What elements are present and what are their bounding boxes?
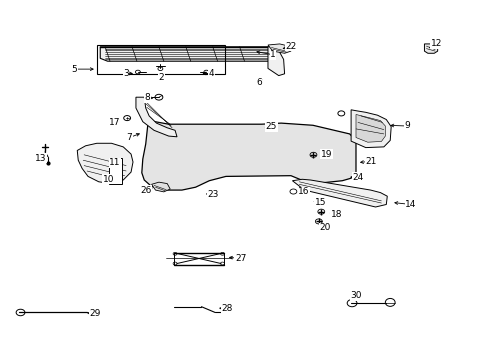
Polygon shape	[424, 44, 437, 53]
Polygon shape	[142, 121, 355, 190]
Text: 5: 5	[71, 65, 77, 74]
Text: 24: 24	[351, 173, 363, 181]
Text: 7: 7	[126, 133, 132, 142]
Text: 17: 17	[109, 118, 121, 127]
Text: 13: 13	[35, 154, 46, 163]
Text: 8: 8	[144, 94, 150, 102]
Text: 9: 9	[403, 122, 409, 130]
Polygon shape	[355, 114, 385, 142]
Text: 25: 25	[265, 122, 277, 131]
Text: 30: 30	[349, 292, 361, 300]
Text: 27: 27	[234, 254, 246, 263]
Polygon shape	[151, 182, 170, 192]
Text: 21: 21	[364, 157, 376, 166]
Text: 15: 15	[314, 198, 325, 207]
Text: 23: 23	[206, 190, 218, 199]
Polygon shape	[267, 46, 284, 76]
Text: 4: 4	[208, 69, 214, 78]
Polygon shape	[292, 179, 386, 207]
Bar	[108, 158, 122, 184]
Text: 6: 6	[256, 78, 262, 87]
Text: 14: 14	[404, 200, 416, 209]
Polygon shape	[100, 47, 273, 61]
Text: 1: 1	[269, 50, 275, 59]
Text: 26: 26	[140, 186, 151, 194]
Polygon shape	[136, 97, 177, 137]
Text: 10: 10	[102, 175, 114, 184]
Text: 20: 20	[319, 223, 330, 232]
Polygon shape	[267, 44, 290, 53]
Polygon shape	[350, 110, 390, 148]
Text: 16: 16	[298, 187, 309, 196]
Text: 3: 3	[123, 69, 129, 78]
Text: 18: 18	[330, 210, 342, 219]
Text: 12: 12	[429, 40, 441, 49]
Text: 2: 2	[158, 73, 164, 82]
Polygon shape	[77, 143, 133, 184]
Text: 28: 28	[221, 305, 233, 313]
Bar	[97, 45, 224, 74]
Text: 19: 19	[320, 150, 332, 158]
Text: 11: 11	[109, 158, 121, 167]
Text: 22: 22	[285, 41, 296, 50]
Text: 29: 29	[89, 309, 101, 318]
